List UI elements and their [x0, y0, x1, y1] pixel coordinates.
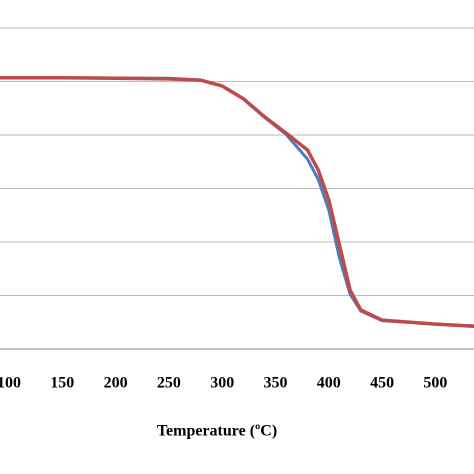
data-line: [0, 76, 474, 329]
x-axis-title: Temperature (ºC): [157, 423, 277, 440]
x-tick-label: 400: [317, 375, 341, 392]
x-tick-label: 100: [0, 375, 21, 392]
x-tick-label: 300: [210, 375, 234, 392]
data-line: [0, 76, 474, 328]
x-tick-label: 250: [157, 375, 181, 392]
x-tick-label: 450: [370, 375, 394, 392]
x-tick-label: 500: [423, 375, 447, 392]
x-tick-label: 200: [104, 375, 128, 392]
x-tick-label: 150: [50, 375, 74, 392]
x-tick-label: 350: [264, 375, 288, 392]
